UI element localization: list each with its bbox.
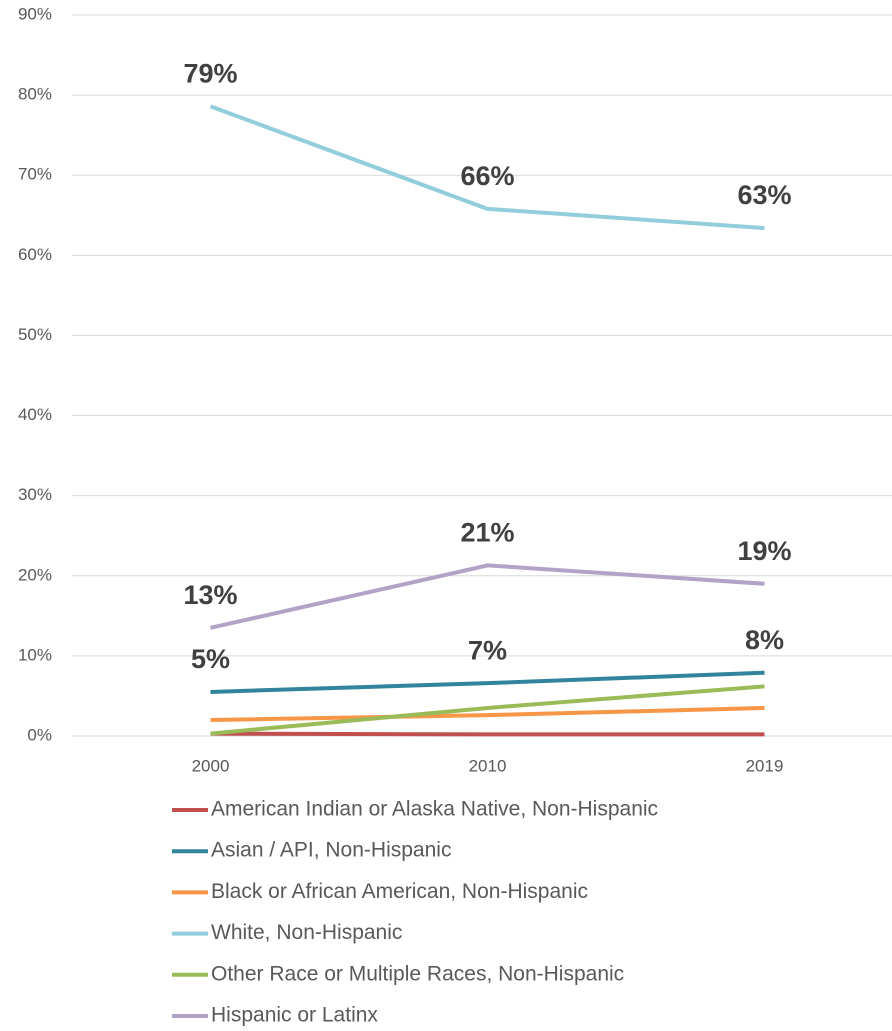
data-label: 66% (460, 161, 514, 191)
y-tick-label: 70% (18, 165, 52, 184)
data-label: 8% (745, 625, 784, 655)
data-label: 13% (183, 580, 237, 610)
data-label: 79% (183, 58, 237, 88)
series-line (210, 705, 765, 722)
series-line (210, 684, 765, 736)
data-label: 21% (460, 517, 514, 547)
data-label: 7% (468, 635, 507, 665)
series-line (210, 563, 765, 630)
series-line (210, 670, 765, 694)
x-tick-label: 2010 (469, 756, 507, 775)
y-tick-label: 60% (18, 245, 52, 264)
legend-label: Hispanic or Latinx (211, 1004, 378, 1027)
data-label: 63% (737, 180, 791, 210)
legend-label: Asian / API, Non-Hispanic (211, 839, 451, 862)
data-label: 19% (737, 536, 791, 566)
x-tick-label: 2000 (192, 756, 230, 775)
y-tick-label: 40% (18, 405, 52, 424)
legend-label: American Indian or Alaska Native, Non-Hi… (211, 798, 658, 821)
y-tick-label: 20% (18, 565, 52, 584)
series-line (209, 104, 765, 231)
x-tick-label: 2019 (746, 756, 784, 775)
legend-label: White, Non-Hispanic (211, 921, 402, 944)
y-tick-label: 90% (18, 4, 52, 23)
series-line (210, 731, 765, 737)
legend-label: Black or African American, Non-Hispanic (211, 880, 588, 903)
y-tick-label: 80% (18, 85, 52, 104)
y-tick-label: 50% (18, 325, 52, 344)
legend-label: Other Race or Multiple Races, Non-Hispan… (211, 962, 624, 985)
y-tick-label: 0% (27, 725, 52, 744)
data-label: 5% (191, 644, 230, 674)
y-tick-label: 30% (18, 485, 52, 504)
y-tick-label: 10% (18, 645, 52, 664)
